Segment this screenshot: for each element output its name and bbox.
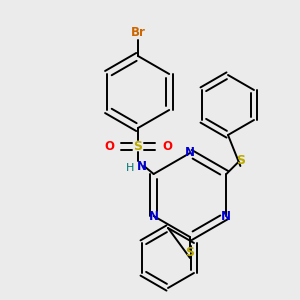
Text: S: S: [236, 154, 245, 166]
Text: O: O: [104, 140, 114, 152]
Text: N: N: [137, 160, 147, 172]
Text: O: O: [162, 140, 172, 152]
Text: N: N: [221, 209, 231, 223]
Text: Br: Br: [130, 26, 146, 38]
Text: N: N: [148, 209, 159, 223]
Text: S: S: [134, 140, 142, 152]
Text: N: N: [185, 146, 195, 160]
Text: H: H: [126, 163, 134, 173]
Text: S: S: [185, 247, 194, 260]
